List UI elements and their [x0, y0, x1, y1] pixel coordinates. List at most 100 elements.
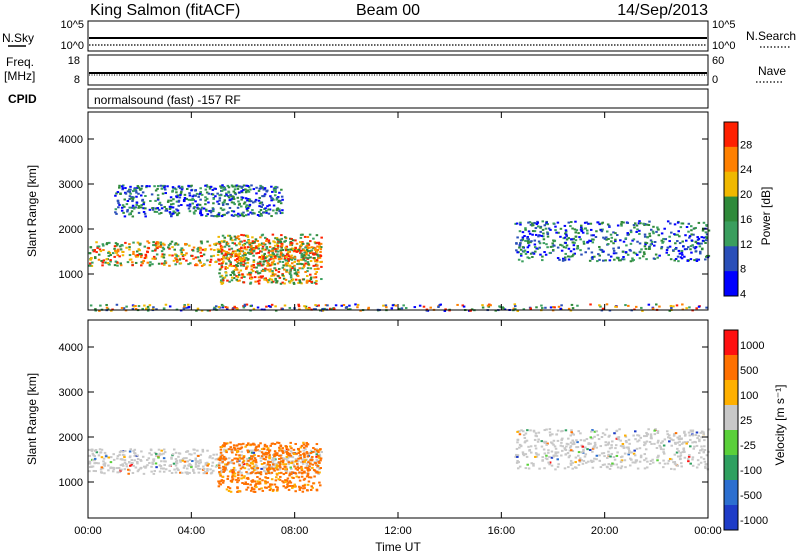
colorbar-tick-label: 8	[740, 264, 746, 276]
echo-cell	[563, 447, 566, 450]
echo-cell	[258, 480, 262, 483]
echo-cell	[229, 193, 232, 196]
echo-cell	[266, 460, 270, 463]
echo-cell	[188, 458, 192, 461]
echo-cell	[609, 255, 613, 258]
echo-cell	[129, 258, 133, 261]
echo-cell	[418, 304, 422, 307]
echo-cell	[249, 309, 252, 312]
echo-cell	[666, 433, 669, 436]
echo-cell	[243, 242, 247, 245]
echo-cell	[545, 243, 548, 246]
echo-cell	[573, 252, 576, 255]
echo-cell	[228, 280, 231, 283]
echo-cell	[519, 254, 523, 257]
echo-cell	[526, 251, 530, 254]
echo-cell	[521, 246, 525, 249]
echo-cell	[700, 248, 704, 251]
echo-cell	[288, 281, 292, 284]
echo-cell	[265, 279, 269, 282]
echo-cell	[588, 448, 592, 451]
echo-cell	[304, 270, 307, 273]
echo-cell	[595, 446, 598, 449]
echo-cell	[216, 192, 219, 195]
echo-cell	[597, 438, 601, 441]
y-tick-label: 4000	[59, 342, 83, 354]
echo-cell	[191, 468, 195, 471]
echo-cell	[218, 248, 222, 251]
echo-cell	[246, 483, 250, 486]
echo-cell	[299, 252, 302, 255]
echo-cell	[250, 276, 254, 279]
echo-cell	[192, 257, 195, 260]
echo-cell	[233, 242, 237, 245]
echo-cell	[178, 187, 182, 190]
echo-cell	[88, 460, 92, 463]
echo-cell	[223, 186, 226, 189]
echo-cell	[222, 468, 225, 471]
echo-cell	[203, 249, 207, 252]
echo-cell	[563, 448, 567, 451]
echo-cell	[202, 467, 206, 470]
echo-cell	[199, 459, 202, 462]
y-tick-label: 4000	[59, 134, 83, 146]
echo-cell	[128, 461, 131, 464]
echo-cell	[298, 308, 301, 311]
echo-cell	[543, 452, 547, 455]
echo-cell	[220, 250, 223, 253]
echo-cell	[205, 197, 209, 200]
echo-cell	[683, 430, 686, 433]
echo-cell	[118, 184, 121, 187]
echo-cell	[306, 483, 310, 486]
echo-cell	[694, 226, 697, 229]
echo-cell	[669, 258, 673, 261]
echo-cell	[639, 222, 642, 225]
echo-cell	[697, 463, 701, 466]
echo-cell	[644, 442, 647, 445]
echo-cell	[237, 463, 241, 466]
echo-cell	[658, 254, 661, 257]
echo-cell	[677, 260, 680, 263]
echo-cell	[286, 483, 289, 486]
echo-cell	[246, 189, 250, 192]
echo-cell	[125, 203, 129, 206]
echo-cell	[639, 456, 643, 459]
echo-cell	[100, 259, 103, 262]
echo-cell	[309, 240, 312, 243]
echo-cell	[603, 463, 606, 466]
echo-cell	[264, 472, 268, 475]
echo-cell	[689, 225, 693, 228]
echo-cell	[192, 211, 196, 214]
echo-cell	[279, 282, 283, 285]
echo-cell	[250, 443, 253, 446]
echo-cell	[306, 452, 309, 455]
echo-cell	[186, 303, 190, 306]
echo-cell	[220, 264, 223, 267]
echo-cell	[515, 461, 519, 464]
echo-cell	[170, 471, 174, 474]
echo-cell	[634, 430, 637, 433]
echo-cell	[629, 457, 632, 460]
echo-cell	[607, 253, 610, 256]
echo-cell	[133, 188, 137, 191]
echo-cell	[260, 234, 264, 237]
echo-cell	[156, 197, 160, 200]
echo-cell	[225, 488, 229, 491]
echo-cell	[93, 455, 96, 458]
echo-cell	[162, 452, 165, 455]
echo-cell	[271, 459, 274, 462]
echo-cell	[543, 224, 547, 227]
echo-cell	[277, 239, 281, 242]
echo-cell	[274, 185, 277, 188]
echo-cell	[599, 229, 603, 232]
echo-cell	[520, 429, 523, 432]
echo-cell	[282, 459, 285, 462]
echo-cell	[262, 466, 266, 469]
echo-cell	[516, 460, 519, 463]
echo-cell	[194, 459, 197, 462]
echo-cell	[697, 237, 701, 240]
echo-cell	[563, 467, 567, 470]
echo-cell	[171, 206, 175, 209]
